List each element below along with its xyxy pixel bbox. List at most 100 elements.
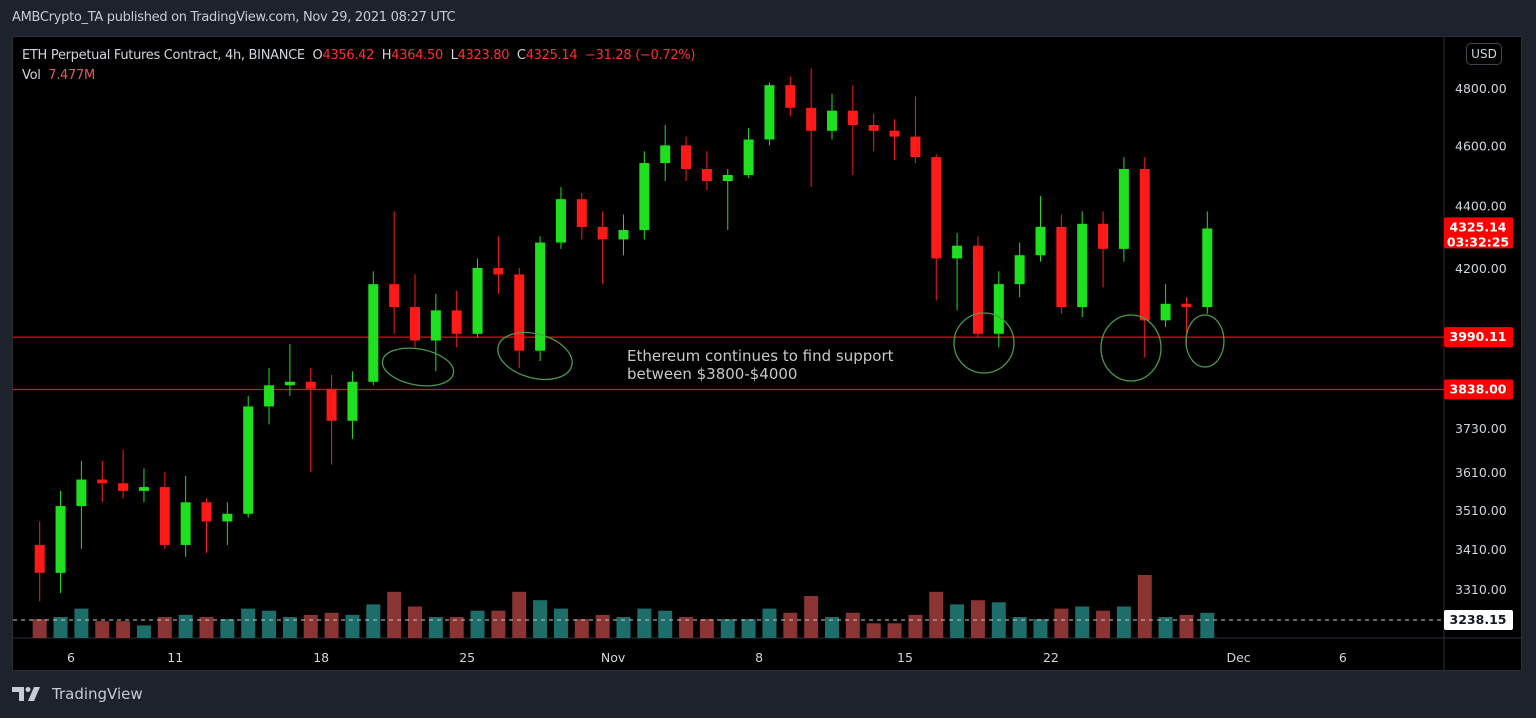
volume-bar xyxy=(658,610,673,638)
candle-body xyxy=(1160,303,1171,321)
candle-body xyxy=(597,226,608,240)
candle-body xyxy=(472,268,483,334)
candle-body xyxy=(1139,169,1150,321)
candle-body xyxy=(618,230,629,240)
high-label: H xyxy=(381,48,392,63)
volume-bar xyxy=(366,604,381,638)
symbol-legend: ETH Perpetual Futures Contract, 4h, BINA… xyxy=(22,46,695,86)
time-tick-label: 22 xyxy=(1043,650,1059,665)
volume-bar xyxy=(929,591,944,638)
candle-body xyxy=(451,310,462,334)
volume-ma-badge-text: 3238.15 xyxy=(1450,612,1507,627)
candle-body xyxy=(952,245,963,259)
candle-body xyxy=(410,307,420,341)
candle-body xyxy=(389,284,400,308)
volume-bar xyxy=(95,621,110,638)
volume-bar xyxy=(553,608,568,638)
volume-bar xyxy=(1116,606,1131,638)
candle-body xyxy=(1202,228,1213,308)
candle-body xyxy=(97,479,108,484)
tradingview-logo-icon xyxy=(12,687,40,701)
close-value: 4325.14 xyxy=(525,48,578,63)
currency-button[interactable]: USD xyxy=(1466,43,1502,65)
close-label: C xyxy=(516,48,526,63)
publish-info: AMBCrypto_TA published on TradingView.co… xyxy=(12,10,456,25)
candle-body xyxy=(1056,226,1067,308)
support-annotation-ellipse xyxy=(953,312,1015,374)
support-annotation-ellipse xyxy=(381,347,455,387)
candle-body xyxy=(138,487,149,491)
price-chart[interactable]: Ethereum continues to find support betwee… xyxy=(13,37,1523,672)
level-badge-text: 3838.00 xyxy=(1450,381,1507,396)
volume-bar xyxy=(887,623,902,638)
annotation-line: Ethereum continues to find support xyxy=(627,347,894,365)
volume-bar xyxy=(262,610,277,638)
volume-bar xyxy=(825,617,839,638)
volume-bar xyxy=(470,610,485,638)
volume-bar xyxy=(1200,612,1215,638)
time-tick-label: Nov xyxy=(601,650,626,665)
volume-bar xyxy=(1179,614,1194,638)
price-tick-label: 3510.00 xyxy=(1455,503,1507,518)
candle-body xyxy=(931,157,942,259)
volume-label[interactable]: Vol xyxy=(22,68,41,83)
change-value: −31.28 (−0.72%) xyxy=(585,48,696,63)
support-annotation-ellipse xyxy=(1100,314,1162,382)
volume-bar xyxy=(783,612,798,638)
volume-bar xyxy=(178,614,193,638)
time-tick-label: 15 xyxy=(897,650,913,665)
candle-body xyxy=(159,487,170,545)
volume-bar xyxy=(699,619,714,638)
candle-body xyxy=(660,145,671,164)
candle-body xyxy=(222,513,233,522)
candle-body xyxy=(118,483,129,491)
volume-bar xyxy=(762,608,777,638)
candle-body xyxy=(305,381,316,389)
volume-value: 7.477M xyxy=(48,68,95,83)
volume-bar xyxy=(1012,617,1027,638)
candle-body xyxy=(180,502,191,545)
volume-bar xyxy=(533,600,548,638)
candle-body xyxy=(76,479,87,507)
volume-bar xyxy=(950,604,965,638)
candle-body xyxy=(1014,255,1025,285)
candle-body xyxy=(555,199,566,243)
candle-body xyxy=(347,381,358,421)
candle-body xyxy=(910,136,921,158)
volume-ma-badge-bg xyxy=(1444,610,1513,630)
open-value: 4356.42 xyxy=(322,48,375,63)
last-price-badge-bg xyxy=(1444,217,1513,249)
volume-bar xyxy=(804,596,819,638)
volume-bar xyxy=(428,617,443,638)
candle-body xyxy=(326,388,337,421)
candle-body xyxy=(868,125,879,131)
annotation-text: Ethereum continues to find support betwee… xyxy=(627,347,894,383)
price-tick-label: 3310.00 xyxy=(1455,582,1507,597)
candle-body xyxy=(264,385,275,407)
open-label: O xyxy=(312,48,323,63)
volume-bar xyxy=(303,614,318,638)
volume-bar xyxy=(1137,575,1152,638)
plot-area: Ethereum continues to find support betwee… xyxy=(13,68,1444,638)
volume-bar xyxy=(1096,610,1111,638)
volume-bar xyxy=(345,614,360,638)
symbol-title[interactable]: ETH Perpetual Futures Contract, 4h, BINA… xyxy=(22,48,305,63)
chart-panel[interactable]: Ethereum continues to find support betwee… xyxy=(12,36,1523,672)
price-tick-label: 4800.00 xyxy=(1455,81,1507,96)
tradingview-logo-text: TradingView xyxy=(52,685,143,703)
candle-body xyxy=(201,502,212,522)
candle-body xyxy=(284,381,295,386)
candle-body xyxy=(1181,303,1192,308)
last-price-badge-text: 4325.14 xyxy=(1450,219,1507,234)
time-tick-label: 18 xyxy=(313,650,329,665)
support-annotation-ellipse xyxy=(1185,314,1225,368)
volume-bar xyxy=(32,619,47,638)
low-value: 4323.80 xyxy=(457,48,510,63)
candle-body xyxy=(827,110,837,131)
candle-body xyxy=(785,85,796,108)
support-annotation-ellipse xyxy=(497,331,573,381)
price-tick-label: 4200.00 xyxy=(1455,261,1507,276)
tradingview-footer[interactable]: TradingView xyxy=(12,685,143,703)
volume-bar xyxy=(116,621,131,638)
price-tick-label: 4400.00 xyxy=(1455,198,1507,213)
